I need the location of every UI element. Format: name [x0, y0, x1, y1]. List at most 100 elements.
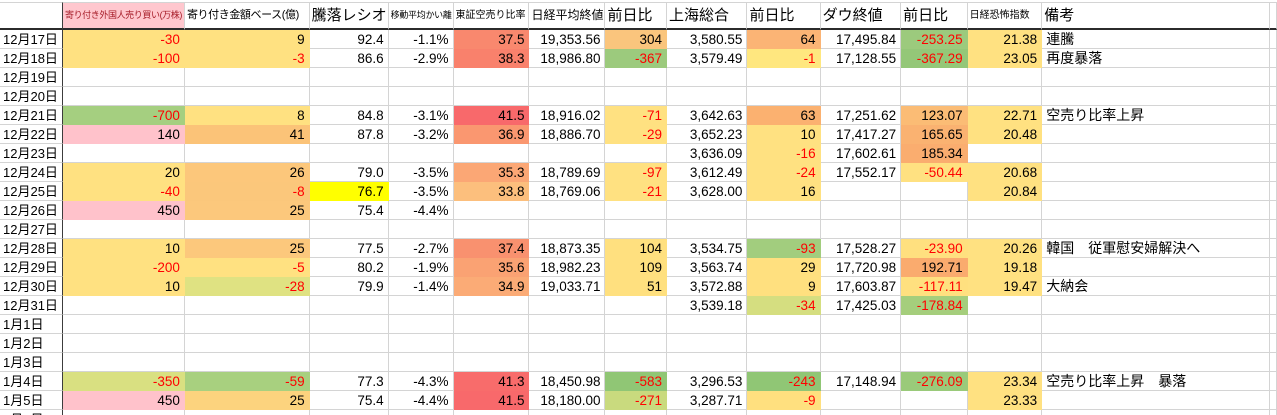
cell-dow[interactable]: 17,128.55	[820, 49, 902, 68]
row-date[interactable]: 12月18日	[0, 49, 63, 68]
cell-edge[interactable]	[1269, 182, 1277, 201]
cell-dow[interactable]: 17,251.62	[820, 106, 902, 125]
cell-ma[interactable]	[388, 296, 454, 315]
cell-dow_chg[interactable]	[901, 68, 968, 87]
cell-vix[interactable]	[967, 296, 1043, 315]
cell-vix[interactable]: 21.38	[967, 30, 1043, 49]
cell-foreign[interactable]: 20	[62, 163, 185, 182]
cell-dow[interactable]: 17,603.87	[820, 277, 902, 296]
cell-dow[interactable]	[820, 410, 902, 415]
cell-nikkei[interactable]	[529, 201, 606, 220]
cell-nikkei_chg[interactable]	[605, 201, 668, 220]
cell-dow[interactable]	[820, 68, 902, 87]
cell-shanghai[interactable]	[667, 410, 748, 415]
cell-amount[interactable]: -28	[184, 277, 310, 296]
cell-shanghai[interactable]: 3,580.55	[667, 30, 748, 49]
cell-nikkei_chg[interactable]: -29	[605, 125, 668, 144]
cell-dow_chg[interactable]: -276.09	[901, 372, 968, 391]
cell-nikkei_chg[interactable]: 304	[605, 30, 668, 49]
cell-vix[interactable]	[967, 315, 1043, 334]
cell-vix[interactable]: 20.48	[967, 125, 1043, 144]
cell-dow_chg[interactable]: 185.34	[901, 144, 968, 163]
cell-amount[interactable]	[184, 296, 310, 315]
cell-vix[interactable]: 23.05	[967, 49, 1043, 68]
cell-remarks[interactable]	[1042, 334, 1270, 353]
cell-edge[interactable]	[1269, 106, 1277, 125]
cell-vix[interactable]: 19.47	[967, 277, 1043, 296]
row-date[interactable]: 1月1日	[0, 315, 63, 334]
cell-foreign[interactable]: 140	[62, 125, 185, 144]
cell-remarks[interactable]: 空売り比率上昇	[1042, 106, 1270, 125]
cell-remarks[interactable]: 空売り比率上昇 暴落	[1042, 372, 1270, 391]
column-header-nikkei[interactable]: 日経平均終値	[529, 2, 606, 30]
cell-dow_chg[interactable]	[901, 87, 968, 106]
cell-nikkei_chg[interactable]	[605, 410, 668, 415]
cell-nikkei_chg[interactable]	[605, 353, 668, 372]
cell-dow[interactable]	[820, 182, 902, 201]
cell-ma[interactable]: -1.1%	[388, 30, 454, 49]
cell-remarks[interactable]: 再度暴落	[1042, 49, 1270, 68]
cell-shanghai[interactable]: 3,642.63	[667, 106, 748, 125]
cell-shanghai_chg[interactable]: -1	[747, 49, 821, 68]
cell-ratio[interactable]: 79.9	[309, 277, 389, 296]
cell-edge[interactable]	[1269, 125, 1277, 144]
cell-amount[interactable]: 41	[184, 125, 310, 144]
cell-edge[interactable]	[1269, 410, 1277, 415]
cell-dow[interactable]	[820, 87, 902, 106]
cell-short[interactable]: 35.3	[453, 163, 530, 182]
cell-foreign[interactable]	[62, 87, 185, 106]
cell-shanghai_chg[interactable]: -9	[747, 391, 821, 410]
cell-shanghai[interactable]: 3,652.23	[667, 125, 748, 144]
cell-shanghai_chg[interactable]: 64	[747, 30, 821, 49]
cell-nikkei[interactable]: 18,886.70	[529, 125, 606, 144]
cell-remarks[interactable]	[1042, 163, 1270, 182]
cell-nikkei[interactable]: 18,986.80	[529, 49, 606, 68]
cell-dow_chg[interactable]: -178.84	[901, 296, 968, 315]
cell-shanghai[interactable]	[667, 201, 748, 220]
cell-nikkei_chg[interactable]: -367	[605, 49, 668, 68]
cell-dow_chg[interactable]: 192.71	[901, 258, 968, 277]
cell-dow_chg[interactable]: -117.11	[901, 277, 968, 296]
cell-vix[interactable]	[967, 68, 1043, 87]
cell-edge[interactable]	[1269, 239, 1277, 258]
cell-vix[interactable]: 20.68	[967, 163, 1043, 182]
cell-shanghai_chg[interactable]	[747, 220, 821, 239]
row-date[interactable]: 1月5日	[0, 391, 63, 410]
column-header-dow_chg[interactable]: 前日比	[901, 2, 968, 30]
cell-foreign[interactable]: 450	[62, 391, 185, 410]
cell-shanghai[interactable]: 3,612.49	[667, 163, 748, 182]
cell-ratio[interactable]: 86.6	[309, 49, 389, 68]
cell-foreign[interactable]: -100	[62, 49, 185, 68]
cell-foreign[interactable]	[62, 296, 185, 315]
cell-short[interactable]	[453, 315, 530, 334]
cell-edge[interactable]	[1269, 30, 1277, 49]
cell-ma[interactable]: -4.3%	[388, 372, 454, 391]
cell-vix[interactable]: 23.33	[967, 391, 1043, 410]
cell-nikkei_chg[interactable]: -583	[605, 372, 668, 391]
cell-ma[interactable]: -4.4%	[388, 391, 454, 410]
cell-nikkei_chg[interactable]	[605, 87, 668, 106]
cell-ma[interactable]: -3.1%	[388, 106, 454, 125]
cell-short[interactable]	[453, 353, 530, 372]
column-header-nikkei_chg[interactable]: 前日比	[605, 2, 668, 30]
cell-nikkei_chg[interactable]: -71	[605, 106, 668, 125]
cell-remarks[interactable]	[1042, 87, 1270, 106]
cell-shanghai[interactable]: 3,572.88	[667, 277, 748, 296]
cell-edge[interactable]	[1269, 68, 1277, 87]
cell-shanghai[interactable]: 3,539.18	[667, 296, 748, 315]
cell-nikkei_chg[interactable]: 51	[605, 277, 668, 296]
cell-short[interactable]	[453, 201, 530, 220]
cell-ma[interactable]	[388, 87, 454, 106]
cell-remarks[interactable]	[1042, 353, 1270, 372]
cell-dow_chg[interactable]	[901, 334, 968, 353]
cell-dow[interactable]: 17,720.98	[820, 258, 902, 277]
cell-dow[interactable]: 17,602.61	[820, 144, 902, 163]
row-date[interactable]: 12月23日	[0, 144, 63, 163]
row-date[interactable]: 12月29日	[0, 258, 63, 277]
cell-edge[interactable]	[1269, 334, 1277, 353]
cell-foreign[interactable]: -40	[62, 182, 185, 201]
cell-ratio[interactable]	[309, 87, 389, 106]
cell-nikkei[interactable]	[529, 296, 606, 315]
row-date[interactable]: 12月22日	[0, 125, 63, 144]
cell-shanghai_chg[interactable]	[747, 410, 821, 415]
